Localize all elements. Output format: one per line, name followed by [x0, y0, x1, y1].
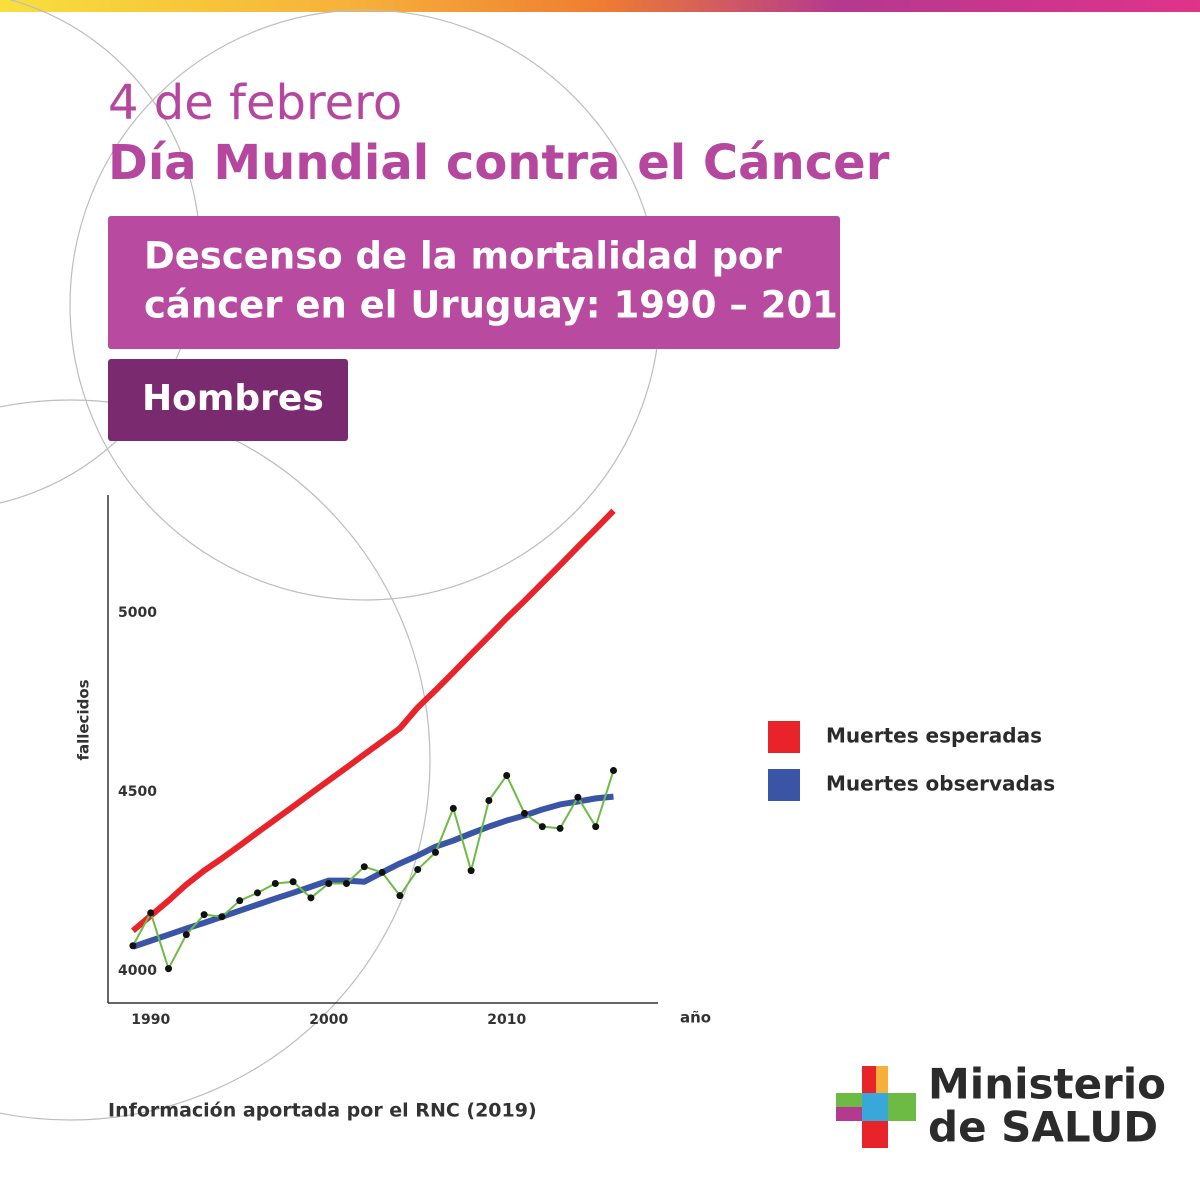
- x-axis-label: año: [680, 1009, 711, 1027]
- y-tick-label: 4000: [118, 963, 157, 979]
- series-line: [131, 793, 614, 950]
- series-line: [132, 770, 615, 970]
- date: 4 de febrero: [108, 75, 402, 131]
- logo: [836, 1066, 916, 1148]
- top-stripe: [0, 0, 1200, 12]
- data-point: [236, 897, 244, 905]
- legend-label: Muertes observadas: [826, 772, 1055, 796]
- y-tick-label: 5000: [118, 605, 157, 621]
- data-point: [467, 867, 475, 875]
- group-box: [108, 359, 348, 441]
- data-point: [218, 913, 226, 921]
- data-point: [325, 880, 333, 888]
- data-point: [592, 823, 600, 831]
- data-point: [147, 909, 155, 917]
- highlight-box: [108, 216, 840, 349]
- data-point: [360, 863, 368, 871]
- data-point: [414, 866, 422, 874]
- data-point: [254, 889, 262, 897]
- y-axis-label: fallecidos: [75, 679, 93, 760]
- legend-label: Muertes esperadas: [826, 724, 1042, 748]
- data-point: [449, 804, 457, 812]
- data-point: [503, 771, 511, 779]
- x-tick-label: 2010: [487, 1012, 526, 1028]
- data-point: [271, 880, 279, 888]
- data-point: [289, 878, 297, 886]
- data-point: [574, 793, 582, 801]
- data-point: [307, 894, 315, 902]
- data-point: [432, 848, 440, 856]
- source: Información aportada por el RNC (2019): [108, 1100, 537, 1122]
- highlight-line: Descenso de la mortalidad por: [144, 235, 782, 278]
- group-label: Hombres: [142, 378, 324, 419]
- data-point: [200, 911, 208, 919]
- logo-text: Ministerio: [928, 1060, 1166, 1109]
- data-point: [182, 931, 190, 939]
- data-point: [556, 824, 564, 832]
- data-point: [343, 880, 351, 888]
- legend-swatch: [768, 721, 800, 753]
- data-point: [610, 766, 618, 774]
- data-point: [165, 965, 173, 973]
- legend-swatch: [768, 769, 800, 801]
- series-line: [130, 508, 616, 934]
- x-tick-label: 2000: [309, 1012, 348, 1028]
- title: Día Mundial contra el Cáncer: [108, 135, 890, 191]
- x-tick-label: 1990: [131, 1012, 170, 1028]
- y-tick-label: 4500: [118, 784, 157, 800]
- data-point: [538, 823, 546, 831]
- data-point: [485, 797, 493, 805]
- data-point: [396, 892, 404, 900]
- data-point: [521, 809, 529, 817]
- logo-text: de SALUD: [928, 1103, 1158, 1152]
- data-point: [378, 868, 386, 876]
- data-point: [129, 942, 137, 950]
- highlight-line: cáncer en el Uruguay: 1990 – 2016: [144, 284, 864, 327]
